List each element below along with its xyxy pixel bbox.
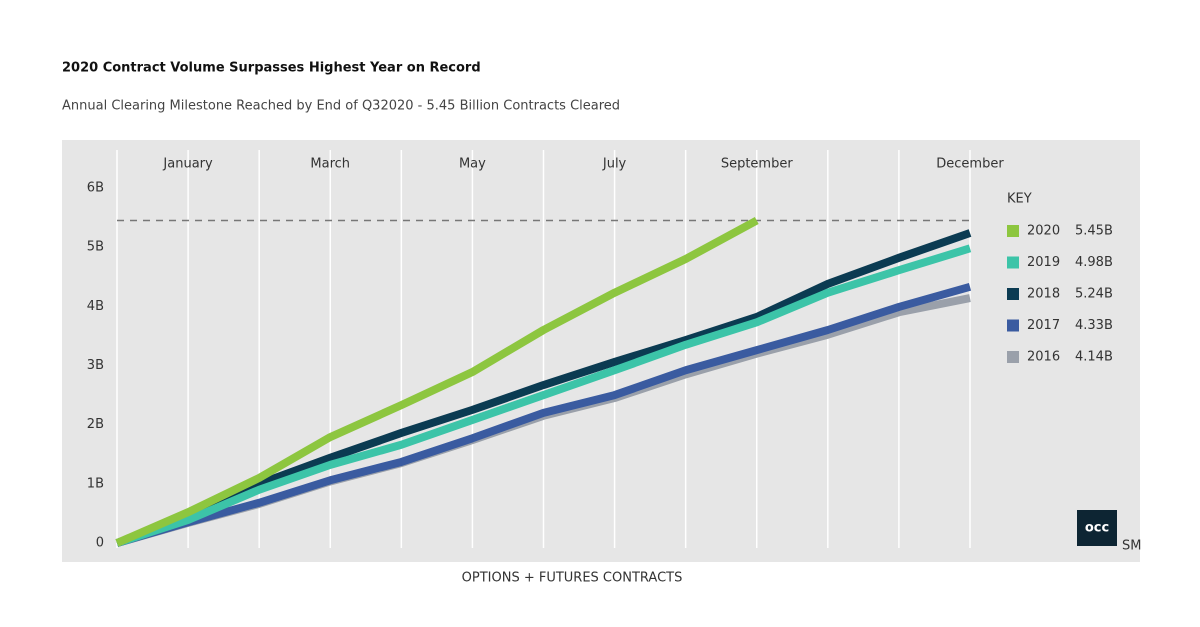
legend-label: 2018 bbox=[1027, 287, 1060, 302]
y-tick-label: 4B bbox=[87, 299, 104, 314]
chart-subtitle: Annual Clearing Milestone Reached by End… bbox=[62, 99, 620, 114]
logo-text: occ bbox=[1085, 521, 1109, 536]
series-line bbox=[115, 244, 972, 547]
legend-total: 4.98B bbox=[1075, 255, 1113, 270]
legend-total: 5.24B bbox=[1075, 287, 1113, 302]
y-tick-label: 1B bbox=[87, 476, 104, 491]
x-tick-label: December bbox=[936, 157, 1004, 172]
legend-swatch bbox=[1007, 319, 1019, 332]
x-tick-label: March bbox=[310, 157, 350, 172]
legend-label: 2017 bbox=[1027, 318, 1060, 333]
series-line bbox=[115, 229, 972, 547]
legend-swatch bbox=[1007, 225, 1019, 237]
legend-total: 5.45B bbox=[1075, 224, 1113, 239]
legend-title: KEY bbox=[1007, 192, 1032, 207]
y-tick-label: 5B bbox=[87, 240, 104, 255]
logo-box bbox=[1077, 510, 1117, 546]
legend-swatch bbox=[1007, 256, 1019, 269]
x-tick-label: July bbox=[602, 157, 627, 172]
legend-total: 4.33B bbox=[1075, 318, 1113, 333]
legend-swatch bbox=[1007, 288, 1019, 300]
x-axis-label: OPTIONS + FUTURES CONTRACTS bbox=[462, 571, 683, 586]
legend-label: 2020 bbox=[1027, 224, 1060, 239]
series-line bbox=[115, 282, 972, 547]
legend-label: 2016 bbox=[1027, 350, 1060, 365]
y-tick-label: 0 bbox=[96, 536, 104, 551]
logo-mark: SM bbox=[1122, 539, 1141, 554]
series-line bbox=[115, 217, 759, 547]
y-tick-label: 3B bbox=[87, 358, 104, 373]
x-tick-label: May bbox=[459, 157, 486, 172]
legend-label: 2019 bbox=[1027, 255, 1060, 270]
x-tick-label: January bbox=[162, 157, 213, 172]
y-tick-label: 6B bbox=[87, 181, 104, 196]
y-tick-label: 2B bbox=[87, 417, 104, 432]
x-tick-label: September bbox=[721, 157, 794, 172]
legend-swatch bbox=[1007, 351, 1019, 363]
chart-title: 2020 Contract Volume Surpasses Highest Y… bbox=[62, 61, 481, 76]
legend-total: 4.14B bbox=[1075, 350, 1113, 365]
